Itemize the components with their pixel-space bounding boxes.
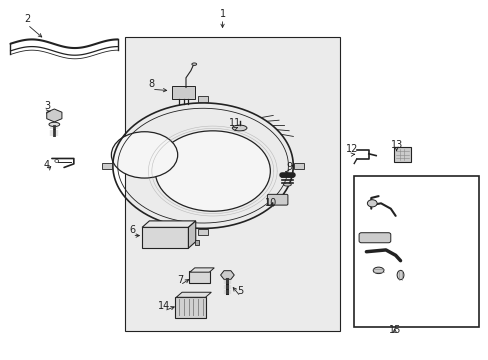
Bar	[195, 239, 199, 244]
FancyBboxPatch shape	[142, 227, 188, 248]
FancyBboxPatch shape	[172, 86, 194, 99]
Circle shape	[366, 200, 376, 207]
Bar	[294, 163, 304, 168]
Ellipse shape	[372, 267, 383, 274]
Text: 8: 8	[148, 79, 155, 89]
Text: 5: 5	[237, 286, 243, 296]
Text: 1: 1	[219, 9, 225, 19]
Polygon shape	[142, 221, 195, 227]
FancyBboxPatch shape	[267, 194, 287, 205]
Bar	[102, 163, 112, 168]
Ellipse shape	[55, 159, 59, 162]
Text: 15: 15	[387, 325, 400, 335]
Text: 4: 4	[44, 160, 50, 170]
Ellipse shape	[155, 131, 270, 211]
Bar	[198, 229, 207, 235]
Ellipse shape	[232, 125, 246, 131]
Ellipse shape	[49, 122, 60, 127]
Bar	[125, 37, 339, 330]
Ellipse shape	[396, 270, 403, 280]
Text: 7: 7	[177, 275, 183, 285]
Text: 14: 14	[158, 301, 170, 311]
Bar	[198, 96, 207, 102]
FancyBboxPatch shape	[358, 233, 390, 243]
FancyBboxPatch shape	[393, 147, 410, 162]
Text: 12: 12	[345, 144, 357, 154]
Text: 9: 9	[285, 162, 292, 172]
FancyBboxPatch shape	[188, 271, 210, 283]
Polygon shape	[188, 221, 195, 248]
Text: 6: 6	[129, 225, 135, 235]
Bar	[353, 176, 478, 327]
Ellipse shape	[111, 132, 177, 178]
Ellipse shape	[283, 183, 291, 186]
Ellipse shape	[191, 63, 196, 66]
Text: 10: 10	[264, 198, 277, 208]
FancyBboxPatch shape	[175, 297, 206, 318]
Text: 13: 13	[390, 140, 402, 150]
Polygon shape	[189, 268, 214, 272]
Text: 3: 3	[44, 101, 50, 111]
Polygon shape	[176, 292, 211, 297]
Text: 2: 2	[24, 14, 31, 24]
Text: 11: 11	[228, 118, 241, 128]
